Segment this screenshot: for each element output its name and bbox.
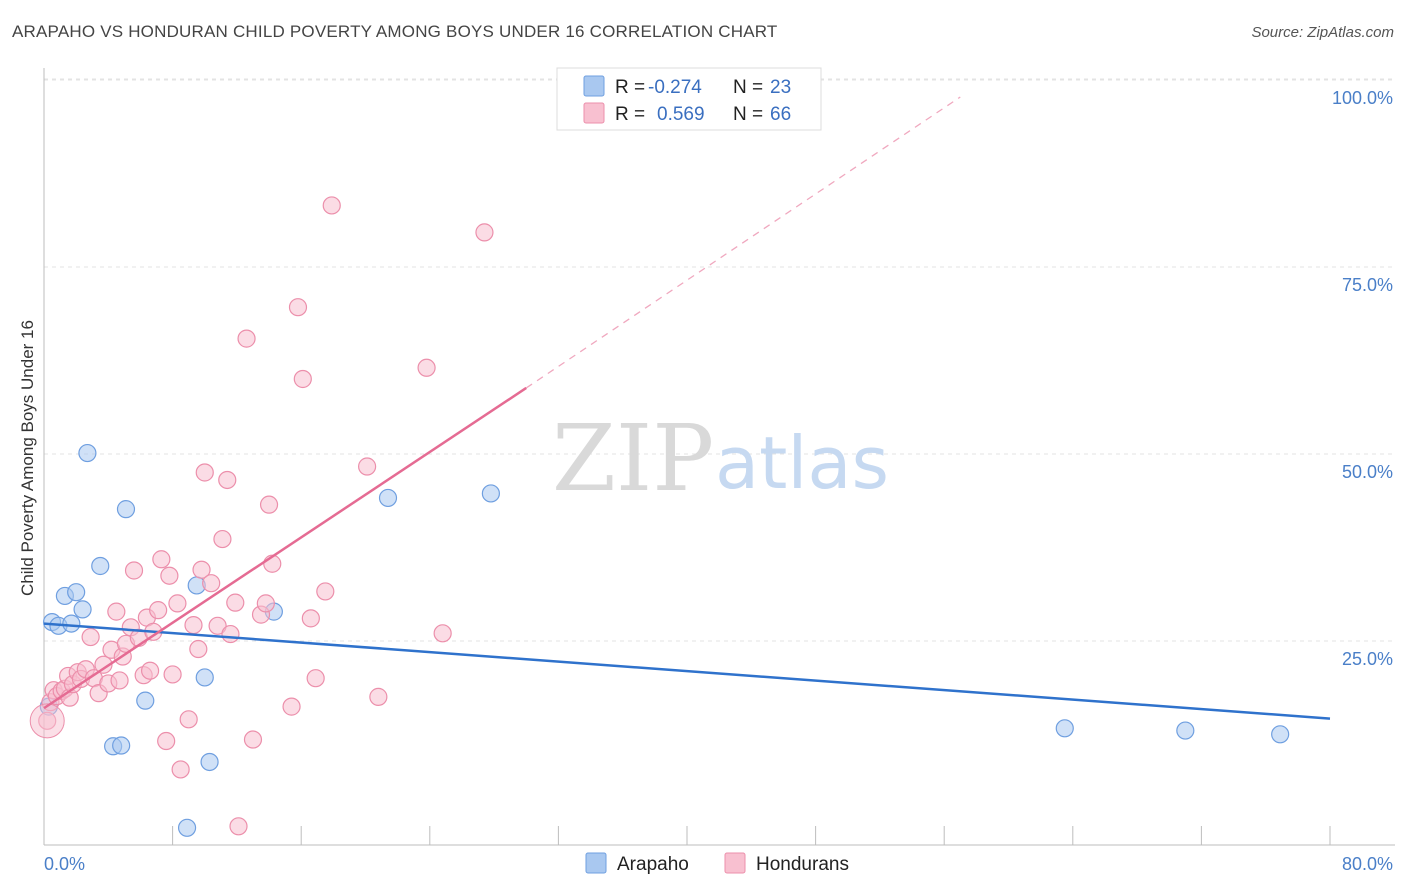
hondurans-point <box>140 661 160 680</box>
hondurans-point <box>369 687 388 706</box>
hondurans-point <box>288 298 308 317</box>
hondurans-point <box>293 369 312 389</box>
hondurans-point <box>226 593 245 612</box>
hondurans-point <box>221 624 240 644</box>
legend-label-hondurans: Hondurans <box>756 854 849 875</box>
arapaho-point <box>62 614 81 633</box>
hondurans-point <box>301 609 320 628</box>
hondurans-trend-line <box>43 386 527 710</box>
y-tick-label: 100.0% <box>1332 88 1393 108</box>
y-tick-label: 25.0% <box>1342 649 1393 669</box>
arapaho-point <box>378 488 398 508</box>
tick-labels: 25.0% 50.0% 75.0% 100.0% 0.0% 80.0% <box>44 88 1393 874</box>
chart-source: Source: ZipAtlas.com <box>1251 24 1394 41</box>
legend-n-label: N = <box>733 77 763 98</box>
hondurans-point <box>316 582 335 601</box>
hondurans-point <box>157 731 176 751</box>
arapaho-point <box>481 484 500 503</box>
arapaho-point <box>91 556 110 576</box>
legend-swatch-arapaho <box>585 852 607 874</box>
hondurans-point <box>475 223 494 242</box>
hondurans-point <box>358 457 377 476</box>
arapaho-point <box>116 500 136 519</box>
hondurans-point <box>94 655 113 674</box>
hondurans-point <box>160 566 179 585</box>
arapaho-point <box>136 691 155 710</box>
hondurans-point <box>306 669 325 688</box>
hondurans-point <box>417 358 436 377</box>
hondurans-point <box>256 594 275 613</box>
hondurans-point <box>110 671 129 690</box>
legend-swatch-arapaho <box>583 75 605 97</box>
hondurans-point <box>218 470 237 490</box>
hondurans-trend-line-extension <box>525 96 961 389</box>
hondurans-point <box>433 624 452 643</box>
data-points <box>29 196 1290 837</box>
hondurans-point <box>184 615 203 635</box>
arapaho-point <box>1055 719 1074 738</box>
hondurans-point <box>192 560 211 579</box>
watermark: ZIP atlas <box>552 405 889 512</box>
hondurans-point <box>124 561 144 580</box>
hondurans-point <box>213 529 232 549</box>
legend-r-value: -0.274 <box>648 77 702 98</box>
hondurans-point <box>237 329 256 348</box>
hondurans-point <box>179 710 198 729</box>
legend-r-label: R = <box>615 104 645 125</box>
hondurans-point <box>202 574 221 593</box>
hondurans-point <box>149 601 168 620</box>
hondurans-point <box>195 463 214 482</box>
legend-n-value: 66 <box>770 104 791 125</box>
arapaho-point <box>1176 721 1195 740</box>
hondurans-point <box>259 495 279 514</box>
hondurans-point <box>163 665 182 684</box>
arapaho-point <box>67 583 86 602</box>
arapaho-trend-line <box>43 622 1331 720</box>
watermark-atlas: atlas <box>715 421 889 505</box>
arapaho-point <box>112 736 131 755</box>
trend-lines <box>43 96 1331 720</box>
x-tick-label: 80.0% <box>1342 854 1393 874</box>
hondurans-point <box>229 817 248 836</box>
x-tick-label: 0.0% <box>44 854 85 874</box>
hondurans-point <box>152 550 171 569</box>
y-axis-label: Child Poverty Among Boys Under 16 <box>18 320 37 596</box>
hondurans-point <box>322 196 341 215</box>
legend-r-value: 0.569 <box>657 104 705 125</box>
legend-swatch-hondurans <box>724 852 746 874</box>
hondurans-point <box>189 639 208 659</box>
arapaho-point <box>195 668 214 687</box>
arapaho-point <box>78 443 97 463</box>
arapaho-point <box>1271 725 1290 744</box>
watermark-zip: ZIP <box>552 405 714 512</box>
hondurans-point <box>168 594 187 613</box>
legend-swatch-hondurans <box>583 102 605 124</box>
y-tick-label: 50.0% <box>1342 462 1393 482</box>
hondurans-point <box>171 760 190 779</box>
arapaho-point <box>200 752 219 772</box>
hondurans-point <box>243 730 263 749</box>
hondurans-point <box>29 703 65 739</box>
legend-n-value: 23 <box>770 77 791 98</box>
arapaho-point <box>177 818 197 837</box>
legend-r-label: R = <box>615 77 645 98</box>
series-legend: Arapaho Hondurans <box>585 852 849 875</box>
hondurans-point <box>81 627 100 647</box>
correlation-legend: R = -0.274 N = 23 R = 0.569 N = 66 <box>556 67 822 131</box>
hondurans-point <box>282 697 301 716</box>
chart-title: ARAPAHO VS HONDURAN CHILD POVERTY AMONG … <box>12 22 778 41</box>
arapaho-point <box>73 600 92 619</box>
hondurans-point <box>107 602 126 621</box>
legend-label-arapaho: Arapaho <box>617 854 689 875</box>
y-tick-label: 75.0% <box>1342 275 1393 295</box>
axes <box>43 68 1395 846</box>
hondurans-point <box>208 616 227 635</box>
legend-n-label: N = <box>733 104 763 125</box>
grid-lines <box>44 78 1395 642</box>
